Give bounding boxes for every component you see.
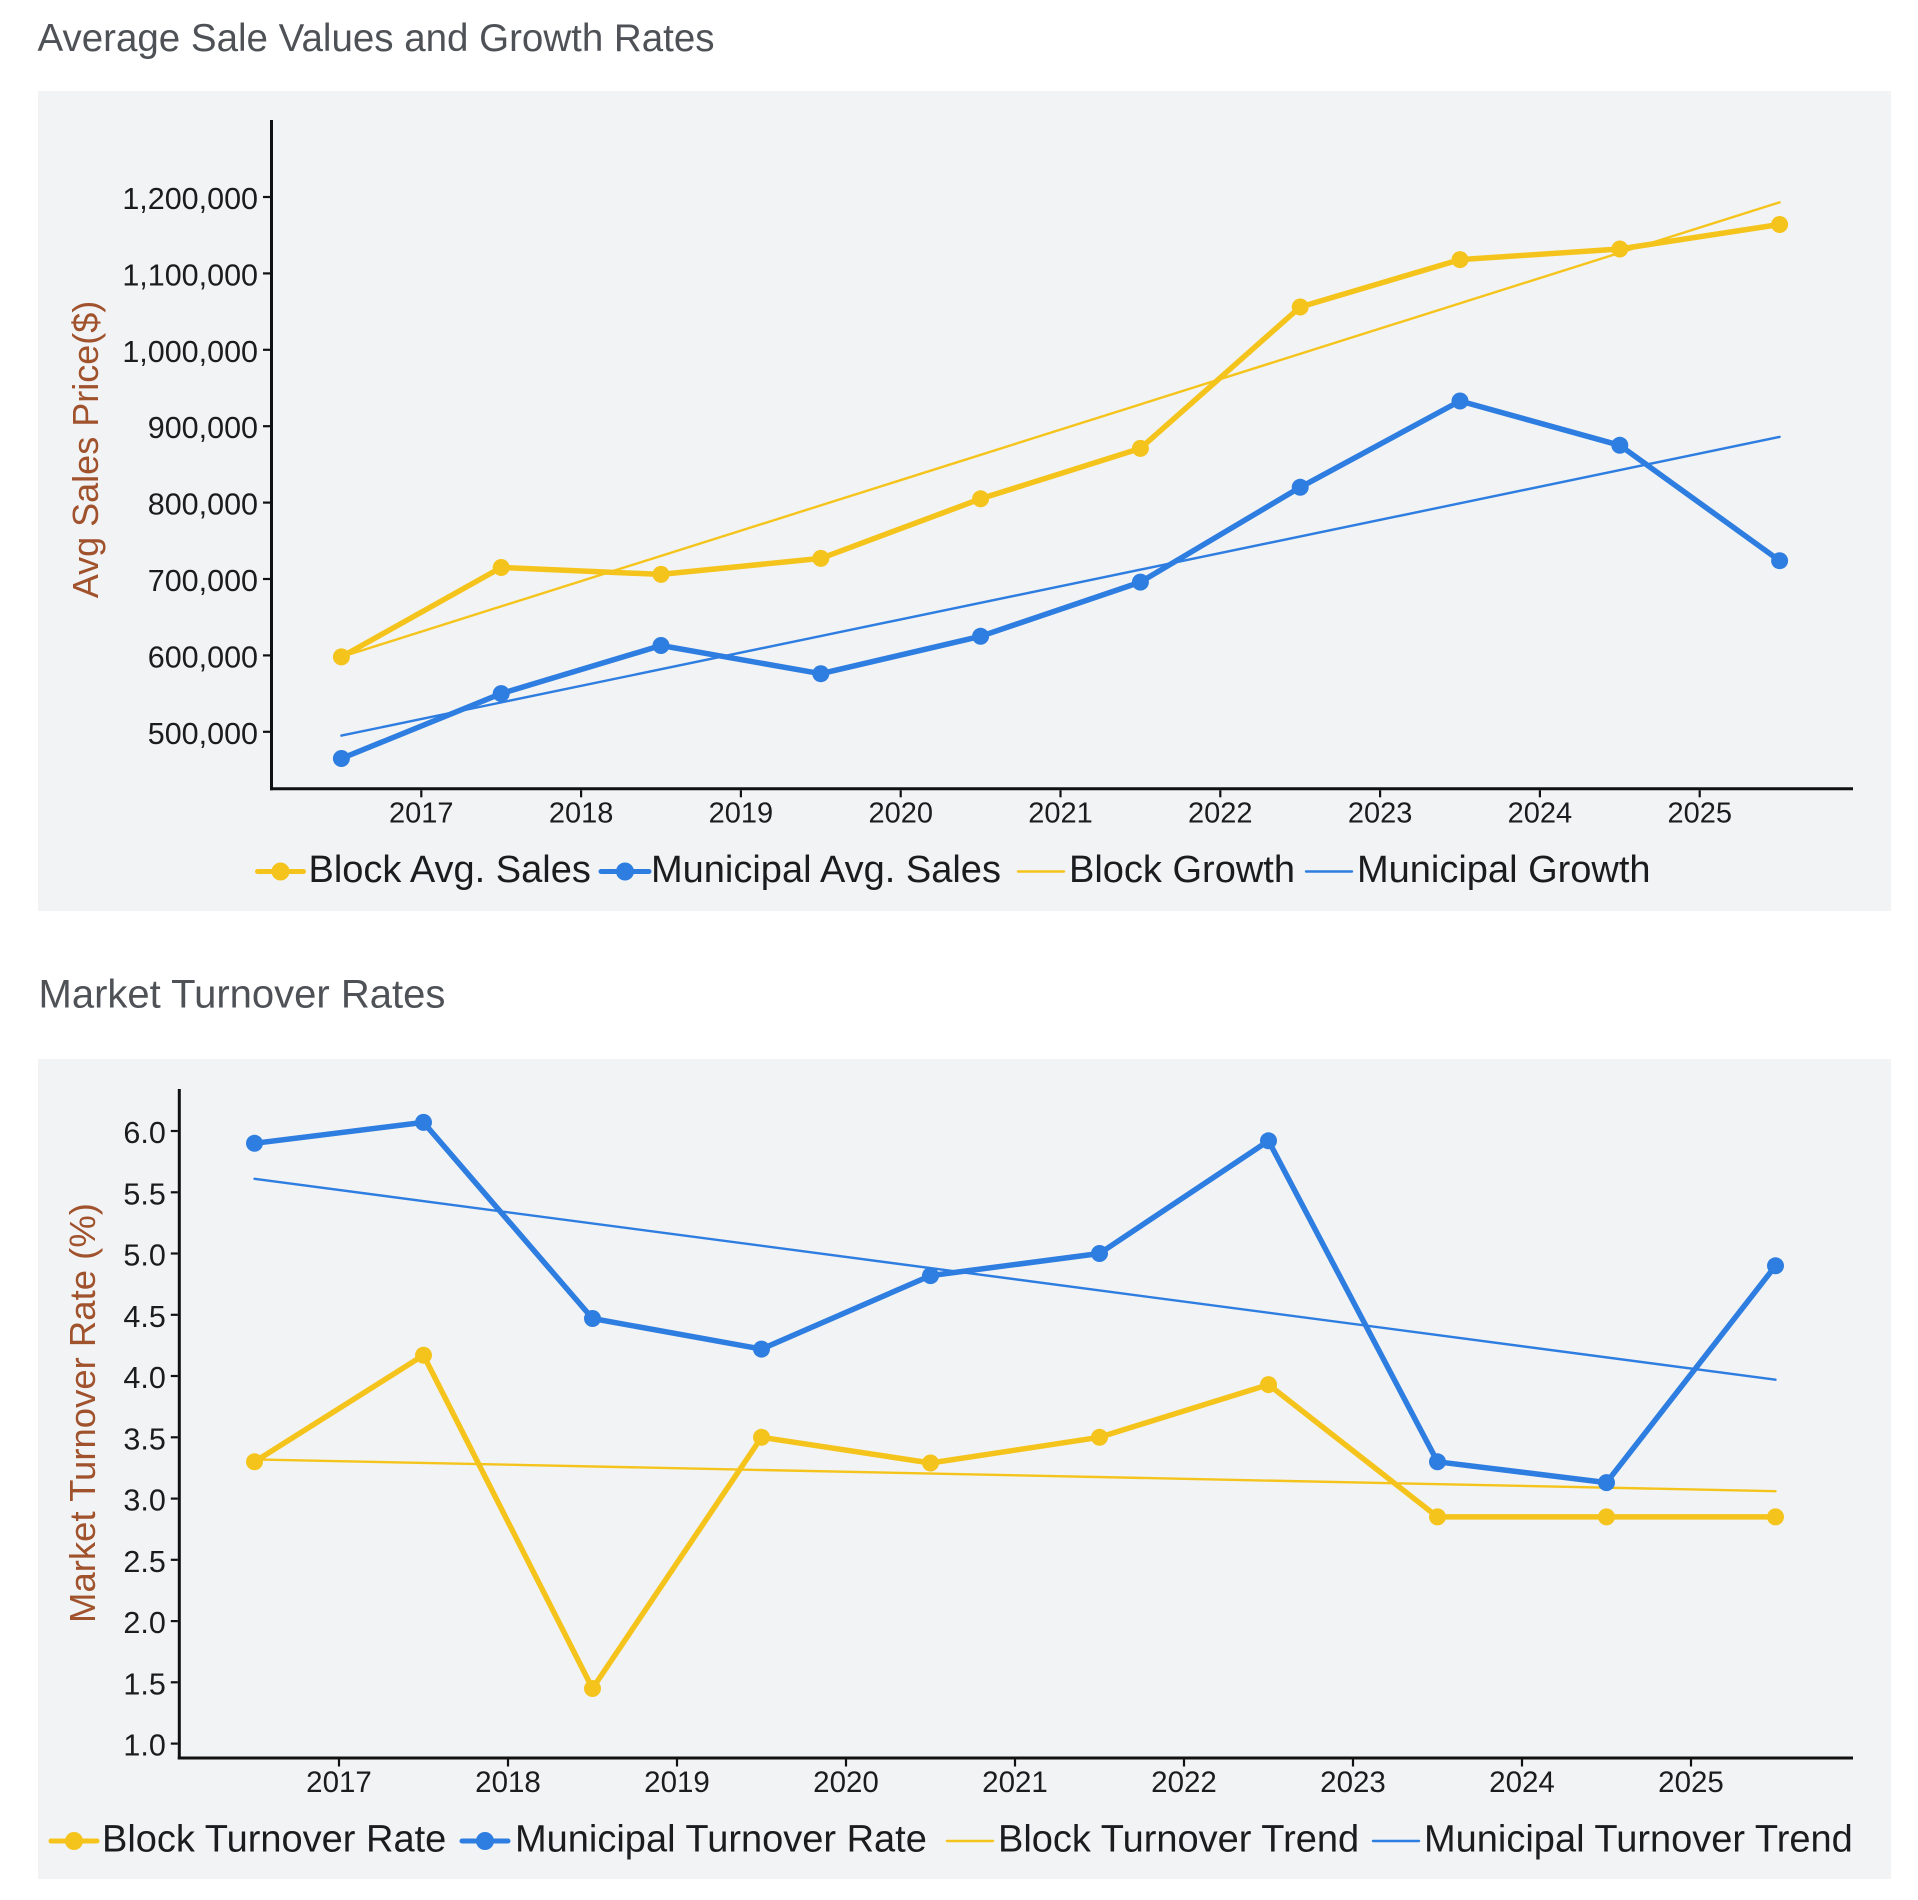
svg-text:2019: 2019 <box>644 1766 710 1799</box>
svg-text:5.5: 5.5 <box>123 1177 165 1211</box>
svg-text:Municipal Growth: Municipal Growth <box>1357 849 1651 891</box>
svg-text:2022: 2022 <box>1151 1766 1217 1799</box>
svg-text:4.0: 4.0 <box>123 1361 165 1395</box>
svg-text:2024: 2024 <box>1508 798 1573 830</box>
svg-text:1,200,000: 1,200,000 <box>122 182 258 216</box>
svg-text:2021: 2021 <box>982 1766 1048 1799</box>
svg-text:1,000,000: 1,000,000 <box>122 335 258 369</box>
svg-text:Block Turnover Trend: Block Turnover Trend <box>998 1819 1359 1861</box>
svg-text:Municipal Turnover Rate: Municipal Turnover Rate <box>515 1819 927 1861</box>
svg-text:6.0: 6.0 <box>123 1116 165 1150</box>
svg-text:2.0: 2.0 <box>123 1606 165 1640</box>
svg-text:2023: 2023 <box>1348 798 1413 830</box>
svg-text:500,000: 500,000 <box>148 717 258 751</box>
svg-text:2022: 2022 <box>1188 798 1253 830</box>
svg-text:2018: 2018 <box>549 798 614 830</box>
svg-text:1.0: 1.0 <box>123 1729 165 1763</box>
svg-text:700,000: 700,000 <box>148 564 258 598</box>
svg-text:2024: 2024 <box>1489 1766 1555 1799</box>
svg-text:2025: 2025 <box>1667 798 1732 830</box>
svg-text:2017: 2017 <box>306 1766 372 1799</box>
svg-text:Municipal Turnover Trend: Municipal Turnover Trend <box>1424 1819 1853 1861</box>
svg-text:2020: 2020 <box>813 1766 879 1799</box>
svg-text:1.5: 1.5 <box>123 1667 165 1701</box>
svg-text:1,100,000: 1,100,000 <box>122 258 258 292</box>
svg-text:Block Turnover Rate: Block Turnover Rate <box>102 1819 446 1861</box>
svg-text:2018: 2018 <box>475 1766 541 1799</box>
svg-text:3.5: 3.5 <box>123 1422 165 1456</box>
svg-text:Block Avg. Sales: Block Avg. Sales <box>309 849 591 891</box>
svg-text:5.0: 5.0 <box>123 1239 165 1273</box>
svg-text:2.5: 2.5 <box>123 1545 165 1579</box>
svg-text:Municipal Avg. Sales: Municipal Avg. Sales <box>651 849 1001 891</box>
svg-text:2025: 2025 <box>1658 1766 1724 1799</box>
svg-text:Market Turnover Rates: Market Turnover Rates <box>39 973 446 1017</box>
svg-text:Avg Sales Price($): Avg Sales Price($) <box>65 301 106 598</box>
svg-text:2021: 2021 <box>1028 798 1093 830</box>
svg-text:900,000: 900,000 <box>148 411 258 445</box>
svg-text:Block Growth: Block Growth <box>1069 849 1295 891</box>
svg-text:Average Sale Values and Growth: Average Sale Values and Growth Rates <box>38 17 715 60</box>
svg-text:600,000: 600,000 <box>148 640 258 674</box>
svg-text:2023: 2023 <box>1320 1766 1386 1799</box>
svg-text:2019: 2019 <box>709 798 774 830</box>
svg-text:2020: 2020 <box>868 798 933 830</box>
svg-text:800,000: 800,000 <box>148 488 258 522</box>
svg-text:2017: 2017 <box>389 798 454 830</box>
svg-text:Market Turnover Rate (%): Market Turnover Rate (%) <box>62 1203 103 1623</box>
svg-text:3.0: 3.0 <box>123 1484 165 1518</box>
svg-text:4.5: 4.5 <box>123 1300 165 1334</box>
